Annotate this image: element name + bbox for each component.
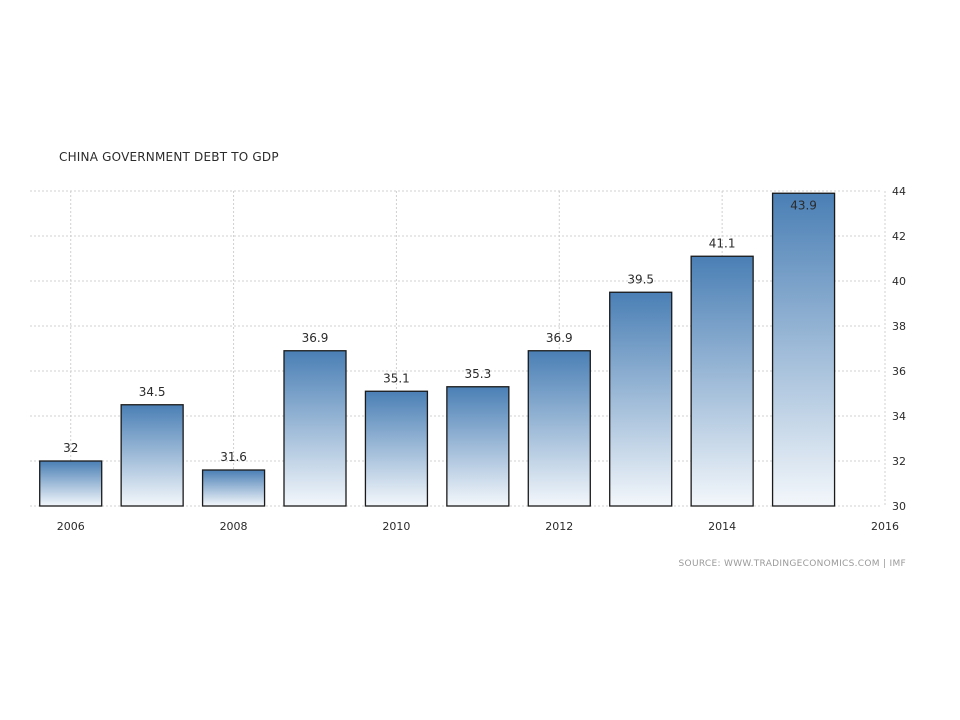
bar-value-label: 35.1 <box>383 371 410 385</box>
y-tick-label: 34 <box>892 410 906 423</box>
bar-value-labels: 32 34.5 31.6 36.9 35.1 35.3 36.9 39.5 41.1 43.9 <box>63 198 817 464</box>
bar-value-label: 31.6 <box>220 450 247 464</box>
bar-value-label: 32 <box>63 441 78 455</box>
x-tick-label: 2006 <box>57 520 85 533</box>
bar-2009 <box>283 350 347 507</box>
bar-2007 <box>120 404 184 507</box>
x-axis-ticks: 2006 2008 2010 2012 2014 2016 <box>57 520 899 533</box>
bar-value-label: 41.1 <box>709 236 736 250</box>
bar-value-label: 39.5 <box>627 272 654 286</box>
x-tick-label: 2012 <box>545 520 573 533</box>
bar-2006 <box>39 460 103 507</box>
x-tick-label: 2016 <box>871 520 899 533</box>
y-tick-label: 40 <box>892 275 906 288</box>
bar-2011 <box>446 386 510 507</box>
x-tick-label: 2010 <box>382 520 410 533</box>
y-tick-label: 44 <box>892 185 906 198</box>
bar-value-label: 34.5 <box>139 385 166 399</box>
bar-2012 <box>527 350 591 507</box>
y-axis-ticks: 30 32 34 36 38 40 42 44 <box>892 185 906 513</box>
y-tick-label: 42 <box>892 230 906 243</box>
bar-2015 <box>771 192 836 507</box>
bar-value-label: 43.9 <box>790 198 817 212</box>
bar-value-label: 36.9 <box>546 331 573 345</box>
y-tick-label: 32 <box>892 455 906 468</box>
y-tick-label: 38 <box>892 320 906 333</box>
bar-2008 <box>201 469 266 507</box>
bar-2013 <box>609 291 673 507</box>
bar-value-label: 36.9 <box>302 331 329 345</box>
bars <box>39 192 836 507</box>
y-tick-label: 36 <box>892 365 906 378</box>
source-note: SOURCE: WWW.TRADINGECONOMICS.COM | IMF <box>678 559 906 569</box>
x-tick-label: 2014 <box>708 520 736 533</box>
y-tick-label: 30 <box>892 500 906 513</box>
bar-2010 <box>364 390 429 507</box>
x-tick-label: 2008 <box>220 520 248 533</box>
bar-2014 <box>690 255 754 507</box>
bar-value-label: 35.3 <box>464 367 491 381</box>
chart-title: CHINA GOVERNMENT DEBT TO GDP <box>59 150 279 164</box>
